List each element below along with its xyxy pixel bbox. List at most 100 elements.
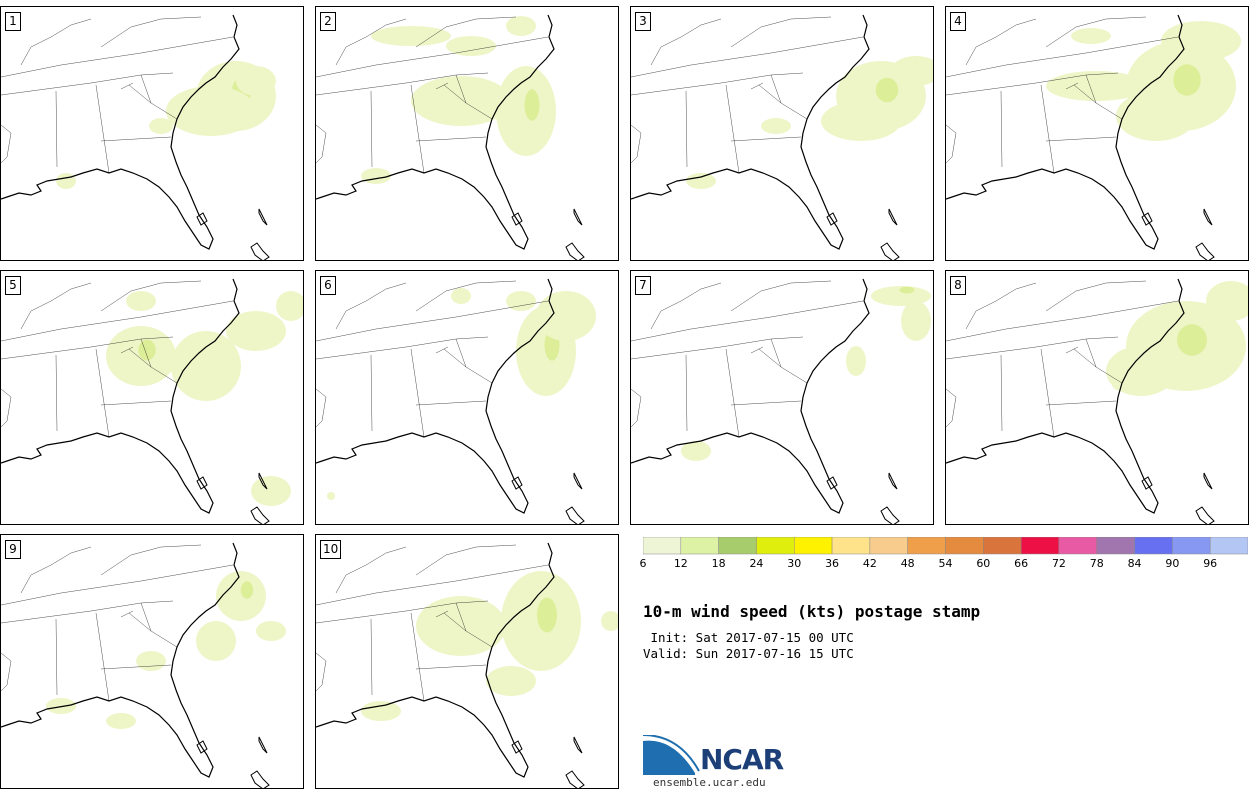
state-border xyxy=(1073,348,1097,368)
wind-speed-area xyxy=(371,26,451,46)
state-border xyxy=(100,664,172,670)
state-border xyxy=(316,600,489,624)
state-border xyxy=(140,602,178,648)
wind-speed-area xyxy=(136,651,166,671)
state-border xyxy=(95,348,110,438)
member-label: 8 xyxy=(950,276,966,295)
colorbar-segment xyxy=(1172,537,1211,555)
wind-speed-area xyxy=(256,621,286,641)
island-outline xyxy=(573,208,583,226)
map-3 xyxy=(631,14,933,260)
state-border xyxy=(100,544,202,576)
state-border xyxy=(1000,90,1003,168)
colorbar-tick-label: 36 xyxy=(825,557,840,570)
island-outline xyxy=(826,212,838,226)
state-border xyxy=(370,618,373,696)
state-border xyxy=(415,280,517,312)
state-border xyxy=(1,300,234,342)
island-outline xyxy=(880,506,900,524)
coastline xyxy=(316,542,555,778)
state-border xyxy=(758,348,782,368)
state-border xyxy=(730,400,802,406)
state-border xyxy=(128,612,152,632)
wind-speed-area xyxy=(361,168,391,184)
state-border xyxy=(128,84,152,104)
wind-speed-area xyxy=(536,291,596,341)
colorbar-tick-label: 72 xyxy=(1051,557,1066,570)
wind-speed-area xyxy=(126,291,156,311)
wind-speed-area xyxy=(451,288,471,304)
state-border xyxy=(730,16,832,48)
member-label: 7 xyxy=(635,276,651,295)
logo-url[interactable]: ensemble.ucar.edu xyxy=(653,776,766,789)
state-border xyxy=(946,72,1119,96)
island-outline xyxy=(565,242,585,260)
state-border xyxy=(965,18,1037,66)
island-outline xyxy=(258,208,268,226)
map-6 xyxy=(316,278,596,524)
wind-speed-area xyxy=(327,492,335,500)
member-label: 10 xyxy=(320,540,342,559)
map-4 xyxy=(946,14,1241,260)
colorbar-segment xyxy=(643,537,682,555)
coastline xyxy=(946,14,1185,250)
state-border xyxy=(316,564,549,606)
island-outline xyxy=(258,736,268,754)
coastline xyxy=(946,278,1185,514)
member-label: 2 xyxy=(320,12,336,31)
state-border xyxy=(415,544,517,576)
state-border xyxy=(631,36,864,78)
island-outline xyxy=(1195,506,1215,524)
island-outline xyxy=(1195,242,1215,260)
coastline xyxy=(316,278,555,514)
wind-speed-area xyxy=(891,56,933,86)
coastline xyxy=(631,14,870,250)
wind-speed-area xyxy=(686,173,716,189)
state-border xyxy=(1,36,234,78)
member-label: 3 xyxy=(635,12,651,31)
state-border xyxy=(1065,82,1079,90)
state-border xyxy=(965,282,1037,330)
state-border xyxy=(435,610,449,618)
island-outline xyxy=(511,212,523,226)
colorbar-segment xyxy=(756,537,795,555)
map-10 xyxy=(316,542,618,788)
wind-speed-area xyxy=(149,118,173,134)
colorbar-tick-label: 66 xyxy=(1014,557,1029,570)
colorbar-segment xyxy=(1020,537,1060,555)
colorbar-segment xyxy=(945,537,984,555)
state-border xyxy=(316,124,327,164)
colorbar-tick-label: 96 xyxy=(1203,557,1218,570)
colorbar-tick-label: 84 xyxy=(1127,557,1142,570)
state-border xyxy=(370,354,373,432)
state-border xyxy=(55,354,58,432)
state-border xyxy=(100,400,172,406)
wind-speed-core xyxy=(875,77,899,103)
colorbar-tick-label: 6 xyxy=(639,557,647,570)
wind-speed-area xyxy=(196,621,236,661)
island-outline xyxy=(1141,212,1153,226)
state-border xyxy=(100,16,202,48)
state-border xyxy=(946,300,1179,342)
state-border xyxy=(770,74,808,120)
coastline xyxy=(316,14,555,250)
wind-speed-core xyxy=(138,339,156,361)
wind-speed-area xyxy=(601,611,618,631)
state-border xyxy=(650,282,722,330)
wind-speed-area xyxy=(506,16,536,36)
wind-speed-core xyxy=(524,89,540,121)
state-border xyxy=(435,82,449,90)
wind-speed-area xyxy=(846,346,866,376)
logo-text: NCAR xyxy=(700,743,784,776)
colorbar-segment xyxy=(831,537,871,555)
state-border xyxy=(750,82,764,90)
state-border xyxy=(758,84,782,104)
plot-title: 10-m wind speed (kts) postage stamp xyxy=(643,602,981,621)
ncar-logo-icon xyxy=(643,735,700,775)
init-time: Init: Sat 2017-07-15 00 UTC xyxy=(643,630,854,645)
state-border xyxy=(410,84,425,174)
member-label: 4 xyxy=(950,12,966,31)
state-border xyxy=(1,124,12,164)
state-border xyxy=(1045,280,1147,312)
stamp-panel-3: 3 xyxy=(630,6,934,261)
